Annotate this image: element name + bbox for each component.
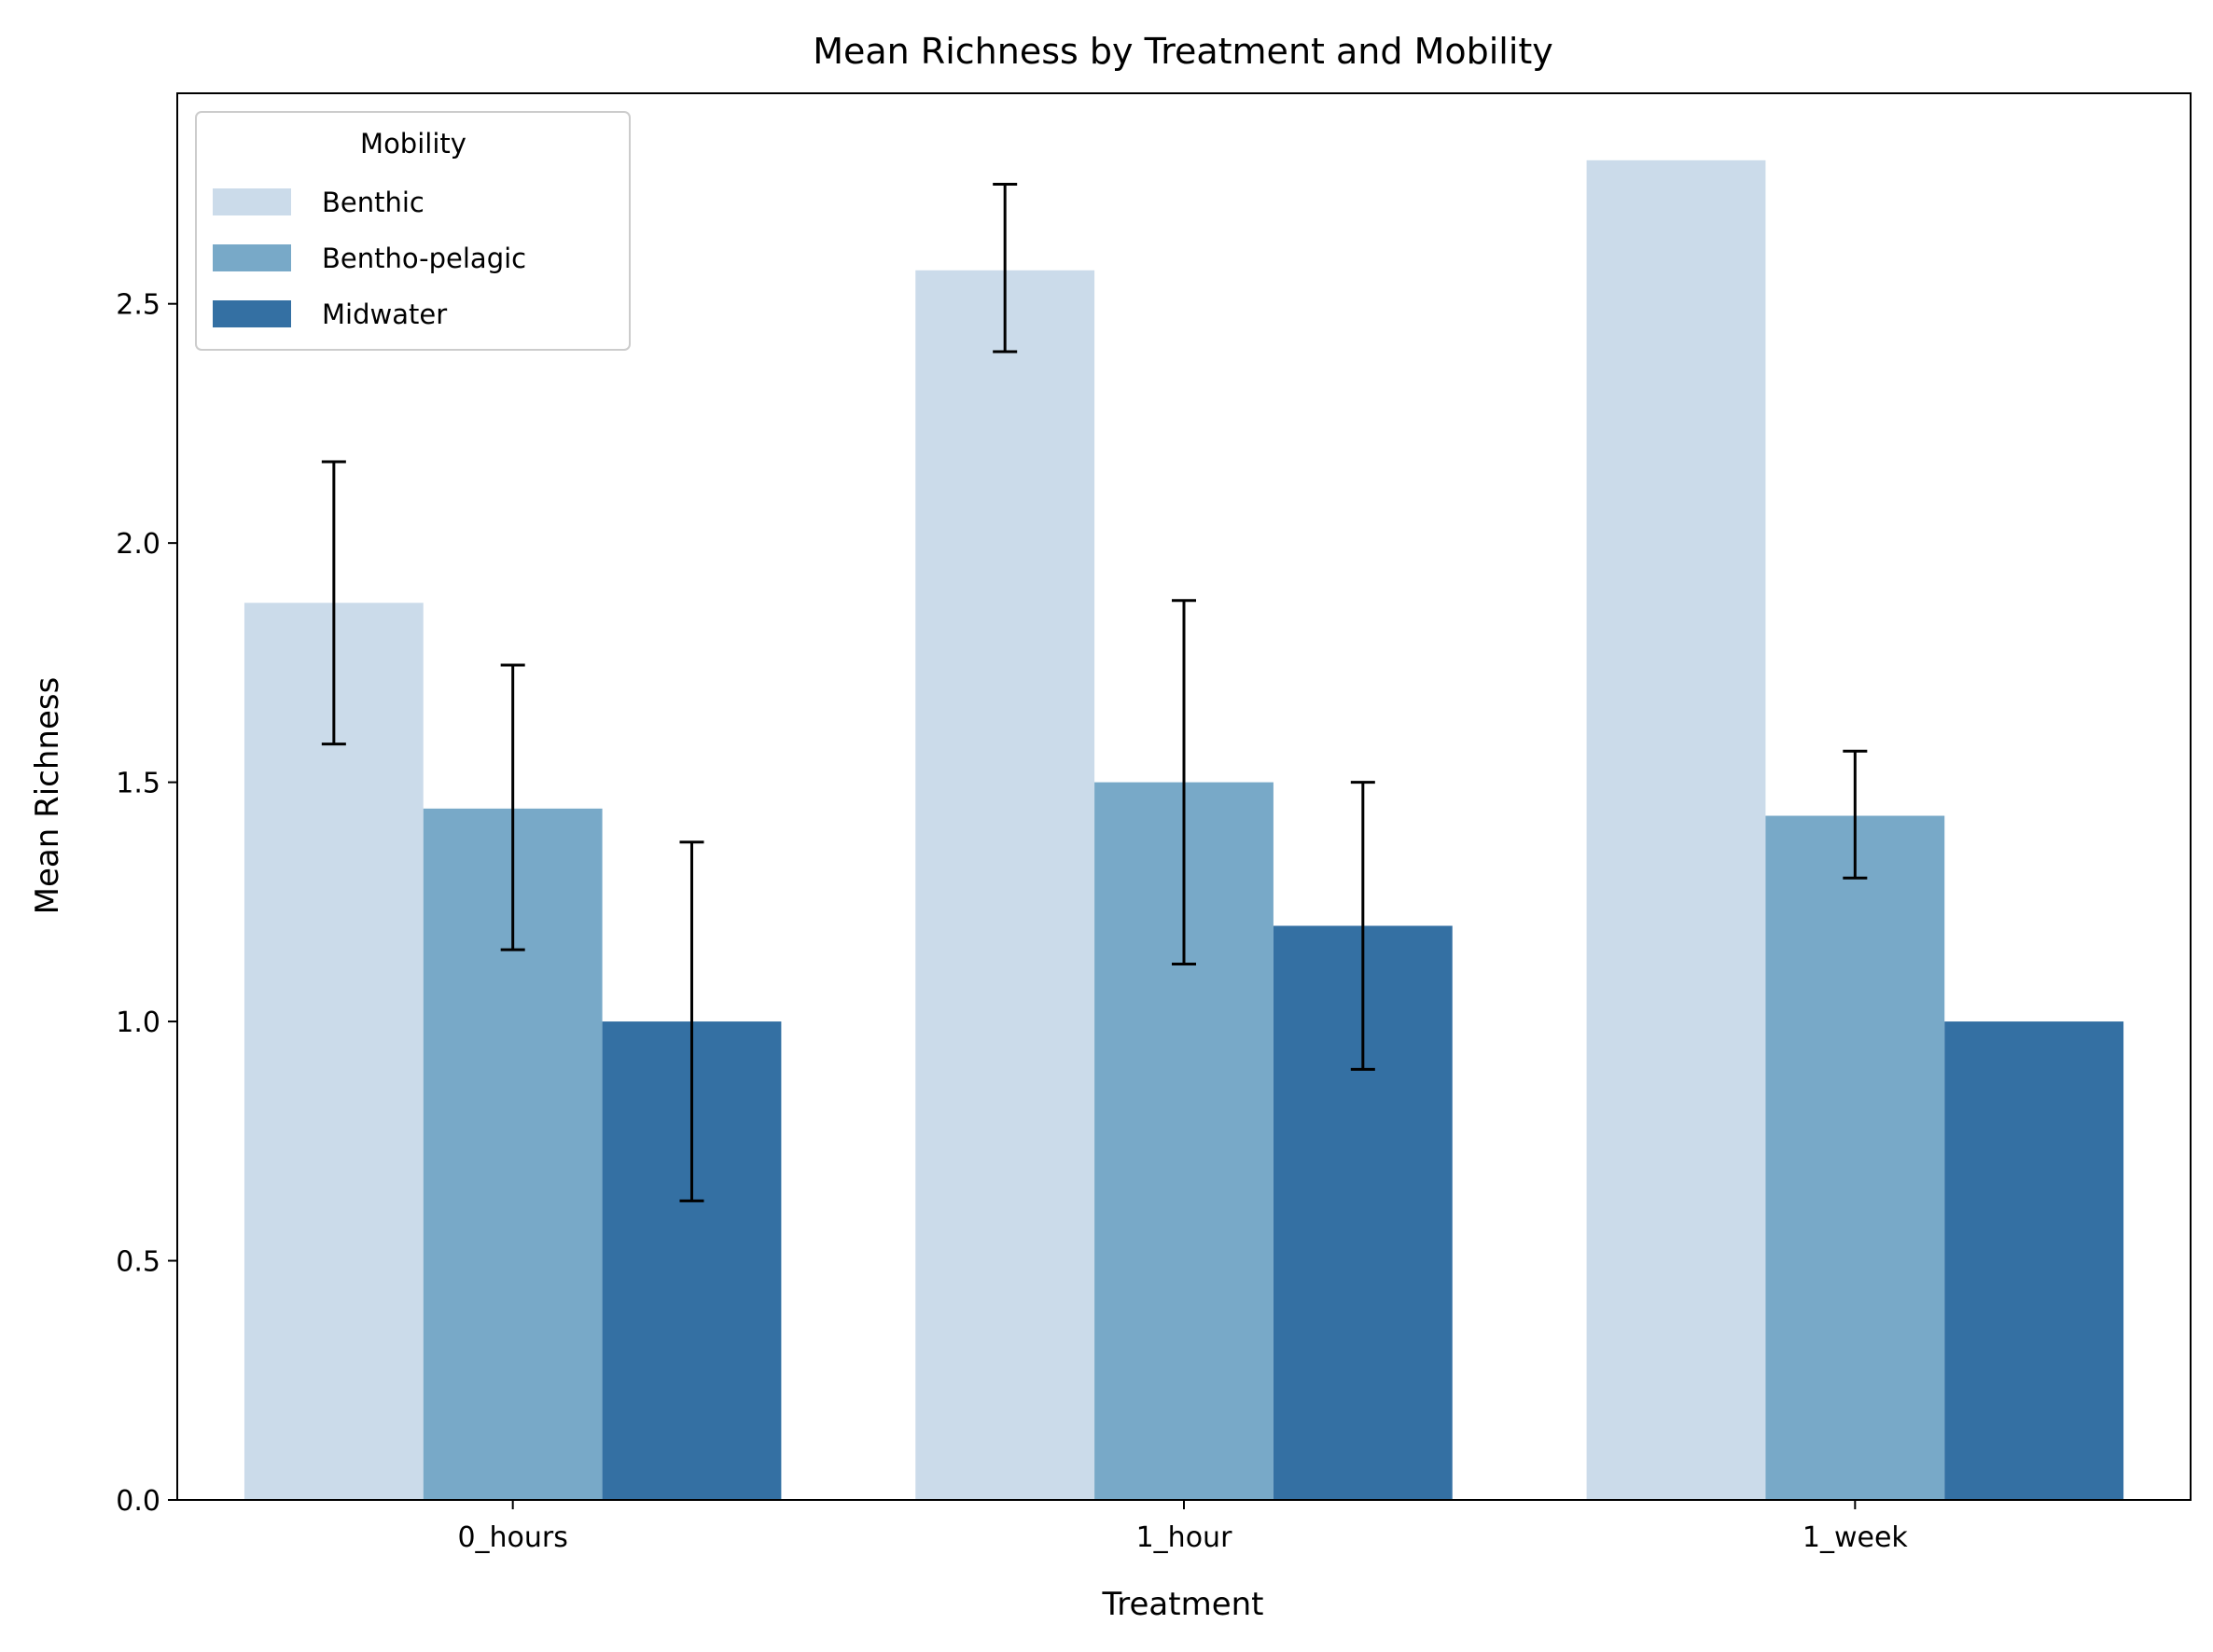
- error-bar-bentho-pelagic-1_week: [1843, 749, 1868, 880]
- error-bar-midwater-0_hours: [679, 840, 704, 1202]
- y-axis-ticks: 0.0 0.5 1.0 1.5 2.0 2.5: [116, 289, 177, 1518]
- x-tick-label: 1_hour: [1136, 1521, 1232, 1554]
- error-bar-bentho-pelagic-0_hours: [500, 663, 525, 951]
- x-tick-label: 1_week: [1802, 1521, 1909, 1554]
- y-tick-label: 0.5: [116, 1246, 160, 1279]
- legend-swatch: [213, 300, 291, 327]
- legend-label: Benthic: [322, 187, 425, 218]
- y-axis-label: Mean Richness: [29, 677, 66, 915]
- legend-item-bentho-pelagic: Bentho-pelagic: [213, 243, 526, 274]
- chart-title: Mean Richness by Treatment and Mobility: [813, 31, 1553, 72]
- bar-bentho-pelagic-1_week: [1765, 815, 1945, 1500]
- legend-swatch: [213, 188, 291, 215]
- legend-item-benthic: Benthic: [213, 187, 425, 218]
- bar-benthic-1_hour: [915, 270, 1095, 1500]
- error-bar-benthic-0_hours: [321, 460, 346, 746]
- bar-midwater-1_week: [1944, 1021, 2124, 1500]
- legend-frame: [195, 111, 631, 351]
- bar-benthic-1_week: [1586, 160, 1766, 1500]
- legend-title: Mobility: [360, 128, 466, 160]
- error-bar-midwater-1_hour: [1350, 781, 1375, 1071]
- y-tick-label: 1.0: [116, 1006, 160, 1039]
- legend-label: Bentho-pelagic: [322, 243, 526, 274]
- legend-item-midwater: Midwater: [213, 298, 447, 330]
- x-axis-ticks: 0_hours 1_hour 1_week: [457, 1500, 1908, 1554]
- x-tick-label: 0_hours: [457, 1521, 567, 1554]
- error-bars: [321, 182, 1868, 1202]
- bar-benthic-0_hours: [244, 603, 424, 1500]
- legend-swatch: [213, 244, 291, 271]
- y-tick-label: 1.5: [116, 768, 160, 800]
- y-tick-label: 2.0: [116, 528, 160, 561]
- error-bar-benthic-1_hour: [993, 182, 1018, 354]
- error-bar-bentho-pelagic-1_hour: [1172, 599, 1196, 966]
- legend: Mobility Benthic Bentho-pelagic Midwater: [195, 111, 631, 351]
- y-tick-label: 2.5: [116, 289, 160, 322]
- legend-label: Midwater: [322, 298, 447, 330]
- x-axis-label: Treatment: [1101, 1586, 1263, 1623]
- y-tick-label: 0.0: [116, 1485, 160, 1518]
